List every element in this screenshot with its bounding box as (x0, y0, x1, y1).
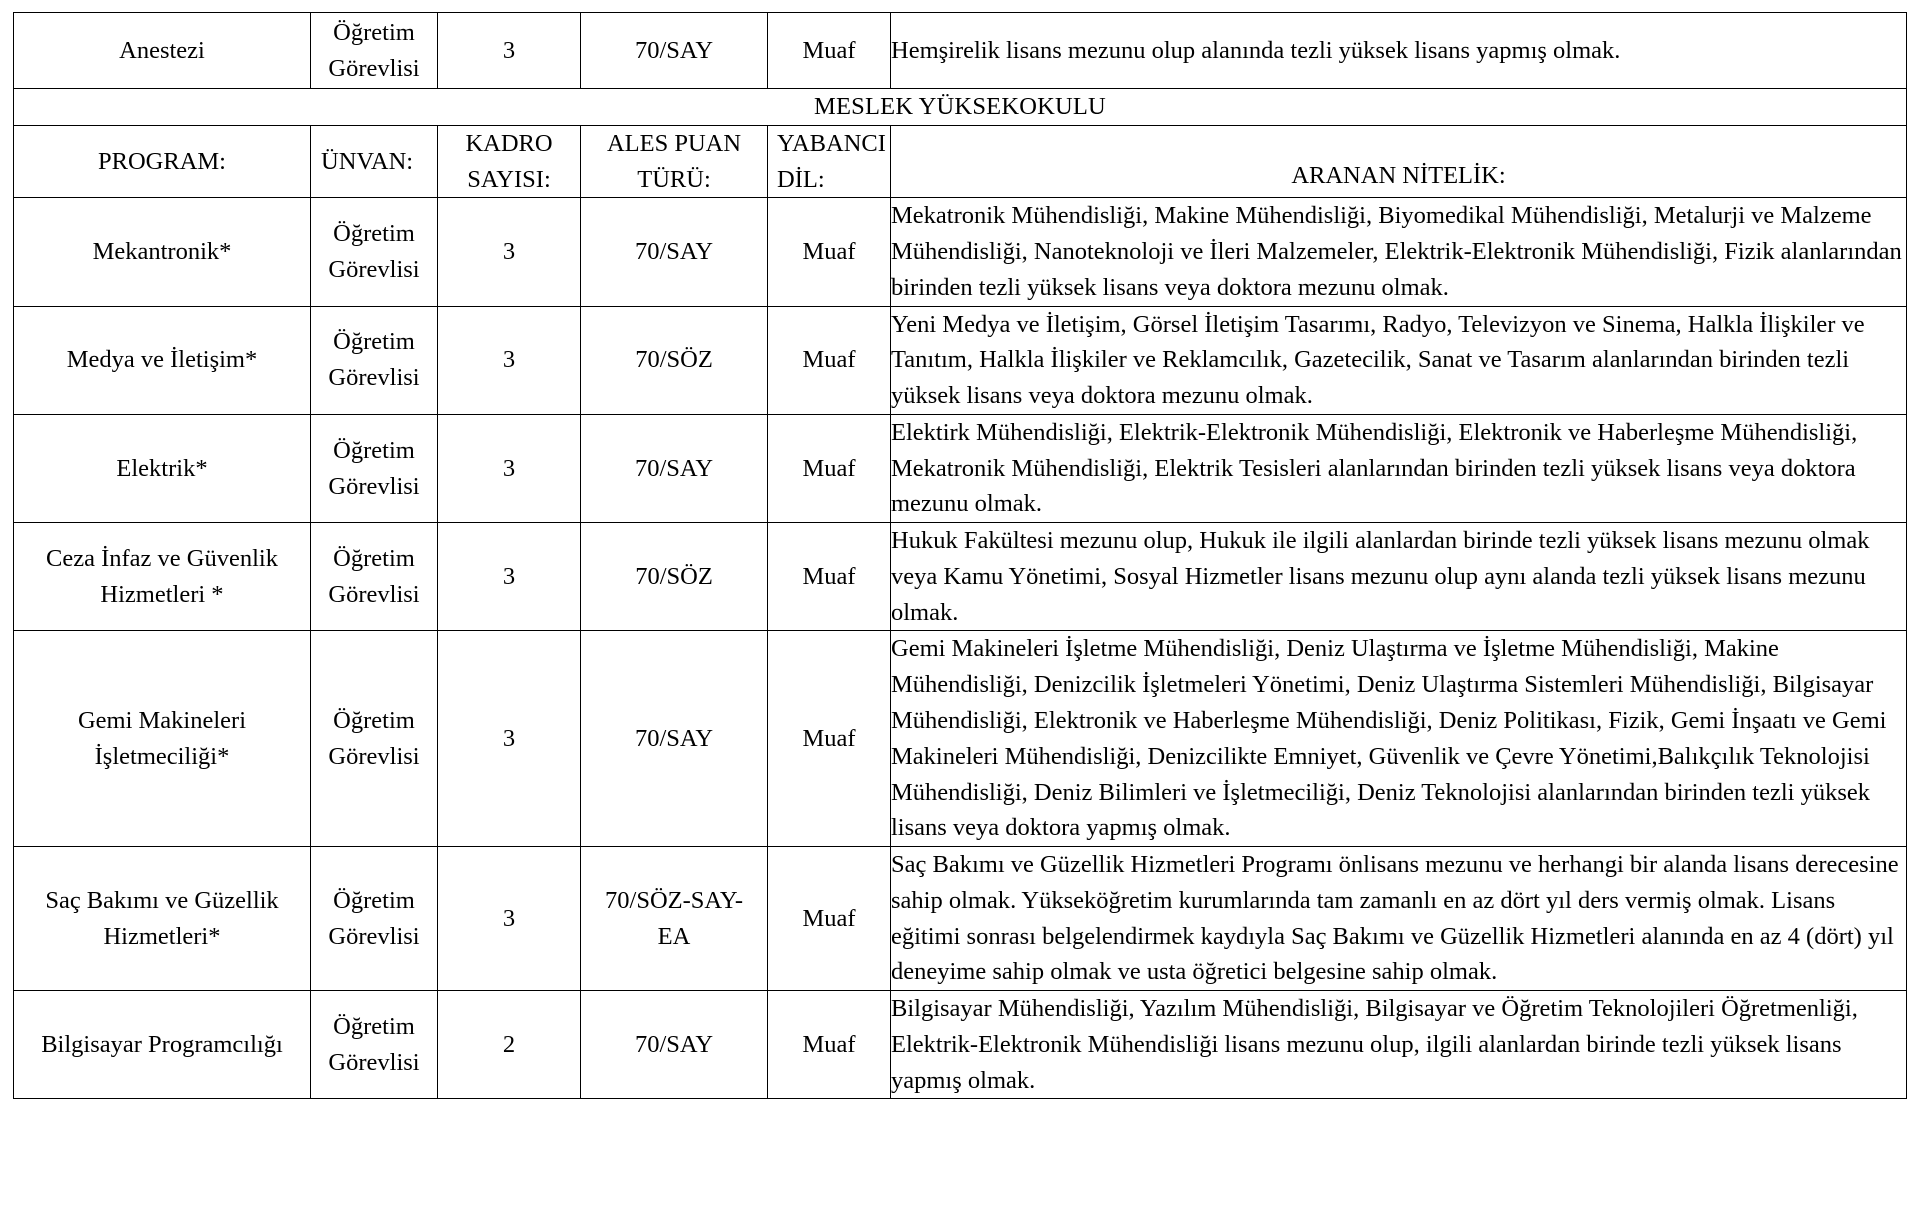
table-data-body: Mekantronik* Öğretim Görevlisi 3 70/SAY Muaf M… (13, 197, 1907, 1100)
header-ales-puan-turu: ALES PUAN TÜRÜ: (580, 124, 768, 199)
cell-aranan-nitelik: Saç Bakımı ve Güzellik Hizmetleri Progra… (890, 846, 1907, 992)
cell-aranan-nitelik: Gemi Makineleri İşletme Mühendisliği, De… (890, 630, 1907, 848)
header-kadro-sayisi: KADRO SAYISI: (437, 124, 581, 199)
cell-unvan: Öğretim Görevlisi (310, 197, 438, 307)
section-banner-row: MESLEK YÜKSEKOKULU (13, 88, 1907, 126)
cell-program: Ceza İnfaz ve Güvenlik Hizmetleri * (13, 522, 311, 632)
unvan-line-2: Görevlisi (328, 364, 420, 392)
cell-program: Gemi Makineleri İşletmeciliği* (13, 630, 311, 848)
header-aranan-nitelik: ARANAN NİTELİK: (890, 124, 1907, 199)
unvan-line-2: Görevlisi (328, 472, 420, 500)
academic-positions-table: Anestezi Öğretim Görevlisi 3 70/SAY Muaf… (13, 12, 1907, 1100)
table-row: Elektrik* Öğretim Görevlisi 3 70/SAY Muaf Elek… (13, 413, 1907, 524)
header-unvan: ÜNVAN: (310, 124, 438, 199)
header-kadro-line-1: KADRO (465, 129, 553, 157)
table-row: Saç Bakımı ve Güzellik Hizmetleri* Öğreti… (13, 846, 1907, 992)
cell-yabanci-dil: Muaf (767, 12, 891, 89)
cell-ales-puan-turu: 70/SAY (580, 413, 768, 524)
unvan-line-2: Görevlisi (328, 54, 420, 82)
cell-ales-puan-turu: 70/SAY (580, 197, 768, 307)
header-yabanci-dil: YABANCI DİL: (767, 124, 891, 199)
unvan-line-2: Görevlisi (328, 255, 420, 283)
ales-line-1: 70/SÖZ (635, 562, 713, 590)
cell-yabanci-dil: Muaf (767, 305, 891, 415)
cell-aranan-nitelik: Hemşirelik lisans mezunu olup alanında t… (890, 12, 1907, 89)
cell-kadro-sayisi: 3 (437, 522, 581, 632)
cell-ales-puan-turu: 70/SÖZ (580, 305, 768, 415)
cell-aranan-nitelik: Bilgisayar Mühendisliği, Yazılım Mühendi… (890, 990, 1907, 1100)
table-row: Medya ve İletişim* Öğretim Görevlisi 3 70/SÖ… (13, 305, 1907, 415)
section-banner-label: MESLEK YÜKSEKOKULU (13, 88, 1907, 126)
ales-line-1: 70/SÖZ-SAY- (605, 886, 743, 914)
unvan-line-1: Öğretim (333, 328, 415, 356)
cell-unvan: Öğretim Görevlisi (310, 990, 438, 1100)
table-row: Bilgisayar Programcılığı Öğretim Görevlisi… (13, 990, 1907, 1100)
cell-kadro-sayisi: 3 (437, 305, 581, 415)
unvan-line-1: Öğretim (333, 886, 415, 914)
cell-aranan-nitelik: Hukuk Fakültesi mezunu olup, Hukuk ile i… (890, 522, 1907, 632)
unvan-line-1: Öğretim (333, 707, 415, 735)
table-row: Gemi Makineleri İşletmeciliği* Öğretim Gör… (13, 630, 1907, 848)
ales-line-1: 70/SÖZ (635, 346, 713, 374)
cell-program: Saç Bakımı ve Güzellik Hizmetleri* (13, 846, 311, 992)
ales-line-1: 70/SAY (634, 238, 714, 266)
unvan-line-2: Görevlisi (328, 1048, 420, 1076)
cell-unvan: Öğretim Görevlisi (310, 846, 438, 992)
unvan-line-1: Öğretim (333, 1013, 415, 1041)
ales-line-1: 70/SAY (634, 1030, 714, 1058)
table-row: Ceza İnfaz ve Güvenlik Hizmetleri * Öğret… (13, 522, 1907, 632)
cell-kadro-sayisi: 3 (437, 846, 581, 992)
cell-program: Elektrik* (13, 413, 311, 524)
cell-yabanci-dil: Muaf (767, 522, 891, 632)
cell-aranan-nitelik: Mekatronik Mühendisliği, Makine Mühendis… (890, 197, 1907, 307)
unvan-line-2: Görevlisi (328, 742, 420, 770)
cell-kadro-sayisi: 2 (437, 990, 581, 1100)
cell-yabanci-dil: Muaf (767, 846, 891, 992)
cell-yabanci-dil: Muaf (767, 630, 891, 848)
cell-yabanci-dil: Muaf (767, 197, 891, 307)
cell-program: Mekantronik* (13, 197, 311, 307)
cell-kadro-sayisi: 3 (437, 12, 581, 89)
table-row: Mekantronik* Öğretim Görevlisi 3 70/SAY Muaf M… (13, 197, 1907, 307)
header-dil-line-1: YABANCI (777, 129, 886, 157)
table-header-row: PROGRAM: ÜNVAN: KADRO SAYISI: ALES PUAN … (13, 124, 1907, 199)
ales-line-1: 70/SAY (634, 724, 714, 752)
unvan-line-1: Öğretim (333, 545, 415, 573)
cell-unvan: Öğretim Görevlisi (310, 305, 438, 415)
cell-kadro-sayisi: 3 (437, 197, 581, 307)
cell-kadro-sayisi: 3 (437, 630, 581, 848)
cell-ales-puan-turu: 70/SAY (580, 990, 768, 1100)
cell-aranan-nitelik: Yeni Medya ve İletişim, Görsel İletişim … (890, 305, 1907, 415)
header-ales-line-1: ALES PUAN (606, 129, 742, 157)
cell-ales-puan-turu: 70/SAY (580, 12, 768, 89)
cell-aranan-nitelik: Elektirk Mühendisliği, Elektrik-Elektron… (890, 413, 1907, 524)
cell-ales-puan-turu: 70/SÖZ-SAY- EA (580, 846, 768, 992)
table-body: Anestezi Öğretim Görevlisi 3 70/SAY Muaf… (13, 12, 1907, 199)
cell-unvan: Öğretim Görevlisi (310, 522, 438, 632)
cell-program: Medya ve İletişim* (13, 305, 311, 415)
unvan-line-1: Öğretim (333, 18, 415, 46)
cell-ales-puan-turu: 70/SÖZ (580, 522, 768, 632)
cell-program: Anestezi (13, 12, 311, 89)
cell-yabanci-dil: Muaf (767, 990, 891, 1100)
cell-unvan: Öğretim Görevlisi (310, 413, 438, 524)
ales-line-2: EA (657, 922, 691, 950)
header-dil-line-2: DİL: (777, 165, 825, 193)
header-program: PROGRAM: (13, 124, 311, 199)
ales-line-1: 70/SAY (634, 454, 714, 482)
unvan-line-2: Görevlisi (328, 922, 420, 950)
cell-ales-puan-turu: 70/SAY (580, 630, 768, 848)
table-row: Anestezi Öğretim Görevlisi 3 70/SAY Muaf… (13, 12, 1907, 89)
unvan-line-1: Öğretim (333, 220, 415, 248)
header-kadro-line-2: SAYISI: (467, 165, 551, 193)
unvan-line-1: Öğretim (333, 436, 415, 464)
cell-program: Bilgisayar Programcılığı (13, 990, 311, 1100)
cell-unvan: Öğretim Görevlisi (310, 630, 438, 848)
header-ales-line-2: TÜRÜ: (637, 165, 711, 193)
cell-unvan: Öğretim Görevlisi (310, 12, 438, 89)
cell-yabanci-dil: Muaf (767, 413, 891, 524)
unvan-line-2: Görevlisi (328, 580, 420, 608)
cell-kadro-sayisi: 3 (437, 413, 581, 524)
